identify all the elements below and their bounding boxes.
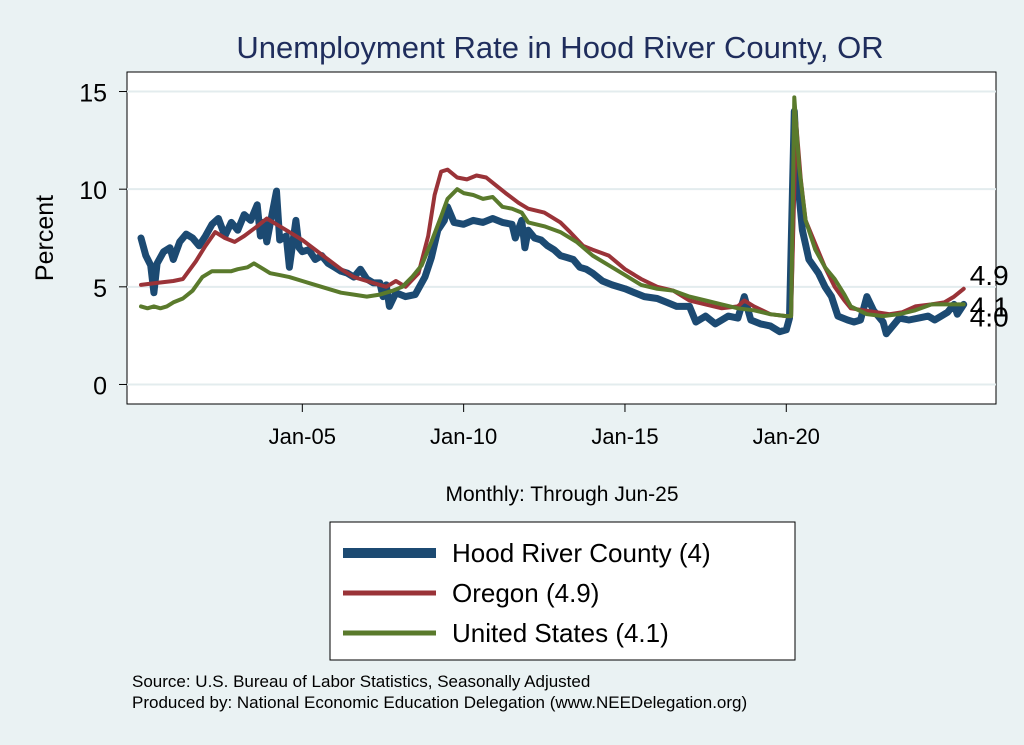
x-axis: Jan-05 Jan-10 Jan-15 Jan-20 [269,404,820,449]
y-tick-label: 5 [93,275,107,303]
x-tick-label: Jan-15 [591,424,658,449]
y-tick-label: 0 [93,372,107,400]
legend-box [329,521,796,661]
chart-title: Unemployment Rate in Hood River County, … [236,30,883,65]
footer: Source: U.S. Bureau of Labor Statistics,… [132,671,747,713]
x-axis-label: Monthly: Through Jun-25 [445,483,678,506]
plot-area [126,71,997,405]
x-tick-label: Jan-05 [269,424,336,449]
legend-label: United States (4.1) [452,618,669,648]
y-tick-label: 15 [79,80,107,108]
end-label: 4.0 [970,301,1009,332]
y-tick-label: 10 [79,177,107,205]
producer-note: Produced by: National Economic Education… [132,693,748,712]
end-label: 4.1 [970,291,1009,322]
series-line-0 [137,107,968,338]
series-line-2 [139,95,966,319]
end-labels: 4.94.14.0 [970,260,1009,333]
legend-label: Hood River County (4) [452,538,711,568]
end-label: 4.9 [970,260,1009,291]
y-axis-label: Percent [31,195,59,281]
gridlines [127,90,996,386]
x-tick-label: Jan-10 [430,424,497,449]
y-axis: 0 5 10 15 [79,80,127,400]
legend-items: Hood River County (4) Oregon (4.9) United … [343,538,711,648]
source-note: Source: U.S. Bureau of Labor Statistics,… [132,672,591,691]
series-lines [137,95,968,338]
legend: Hood River County (4) Oregon (4.9) United … [329,521,796,661]
legend-label: Oregon (4.9) [452,578,599,608]
x-tick-label: Jan-20 [753,424,820,449]
